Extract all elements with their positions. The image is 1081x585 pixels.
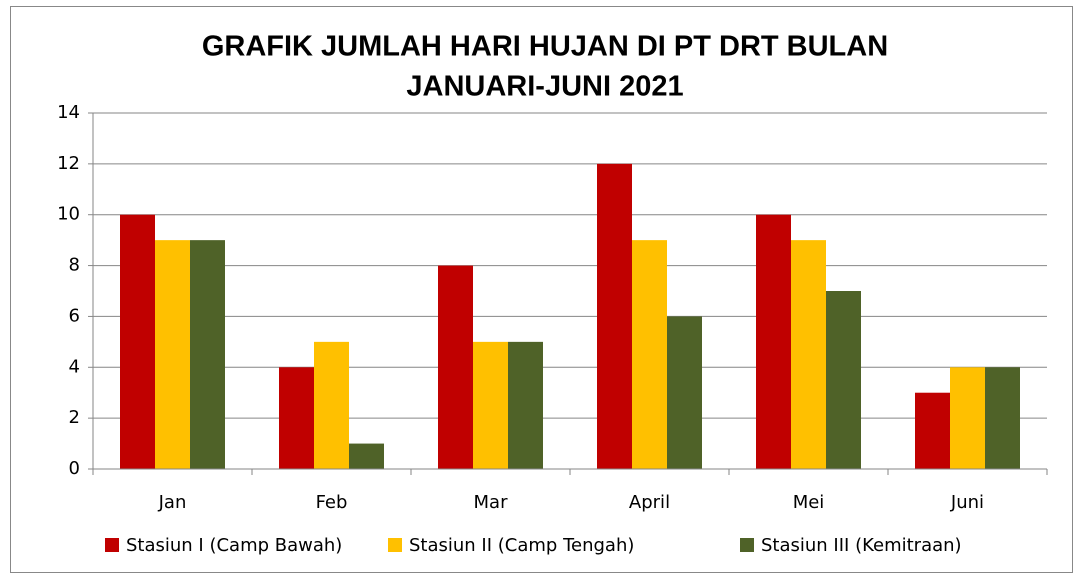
bar: [314, 341, 349, 469]
y-tick-label: 10: [57, 204, 80, 225]
legend-label: Stasiun I (Camp Bawah): [126, 535, 342, 556]
legend-swatch: [388, 538, 402, 552]
y-tick-label: 2: [69, 407, 80, 428]
bar: [349, 443, 384, 469]
bar: [632, 240, 667, 469]
legend-label: Stasiun II (Camp Tengah): [409, 535, 634, 556]
bar: [190, 240, 225, 469]
bar: [915, 392, 950, 469]
bar: [508, 341, 543, 469]
legend-label: Stasiun III (Kemitraan): [761, 535, 962, 556]
x-tick-label: Feb: [316, 492, 348, 513]
y-tick-label: 6: [69, 305, 80, 326]
x-tick-label: April: [629, 492, 670, 513]
y-tick-label: 14: [57, 102, 80, 123]
bar: [826, 291, 861, 469]
legend-swatch: [105, 538, 119, 552]
legend-swatch: [740, 538, 754, 552]
bar: [985, 367, 1020, 469]
bar: [756, 214, 791, 469]
bar: [791, 240, 826, 469]
x-tick-label: Jan: [158, 492, 187, 513]
bar: [597, 163, 632, 469]
y-tick-label: 0: [69, 458, 80, 479]
bar: [667, 316, 702, 469]
y-tick-label: 8: [69, 255, 80, 276]
bar: [120, 214, 155, 469]
x-tick-label: Mar: [474, 492, 509, 513]
y-tick-label: 12: [57, 153, 80, 174]
y-tick-label: 4: [69, 356, 80, 377]
bar: [473, 341, 508, 469]
bar: [950, 367, 985, 469]
x-tick-label: Juni: [950, 492, 984, 513]
bar: [438, 265, 473, 469]
chart-title: GRAFIK JUMLAH HARI HUJAN DI PT DRT BULAN: [202, 31, 888, 63]
chart-title: JANUARI-JUNI 2021: [406, 71, 683, 103]
bar: [155, 240, 190, 469]
x-tick-label: Mei: [793, 492, 825, 513]
bar: [279, 367, 314, 469]
